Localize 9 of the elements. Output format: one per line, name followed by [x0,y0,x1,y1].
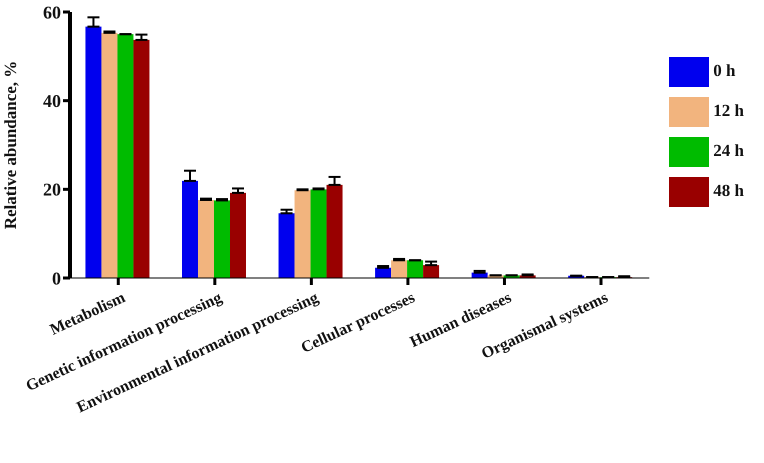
legend-label: 0 h [713,60,736,80]
y-axis-title: Relative abundance, % [1,60,20,230]
legend-label: 12 h [713,100,744,120]
legend-label: 48 h [713,180,744,200]
legend-label: 24 h [713,140,744,160]
y-tick-label: 40 [43,91,61,112]
y-tick-label: 0 [52,268,61,288]
y-tick-label: 20 [43,180,61,200]
y-tick-label: 60 [43,2,61,22]
